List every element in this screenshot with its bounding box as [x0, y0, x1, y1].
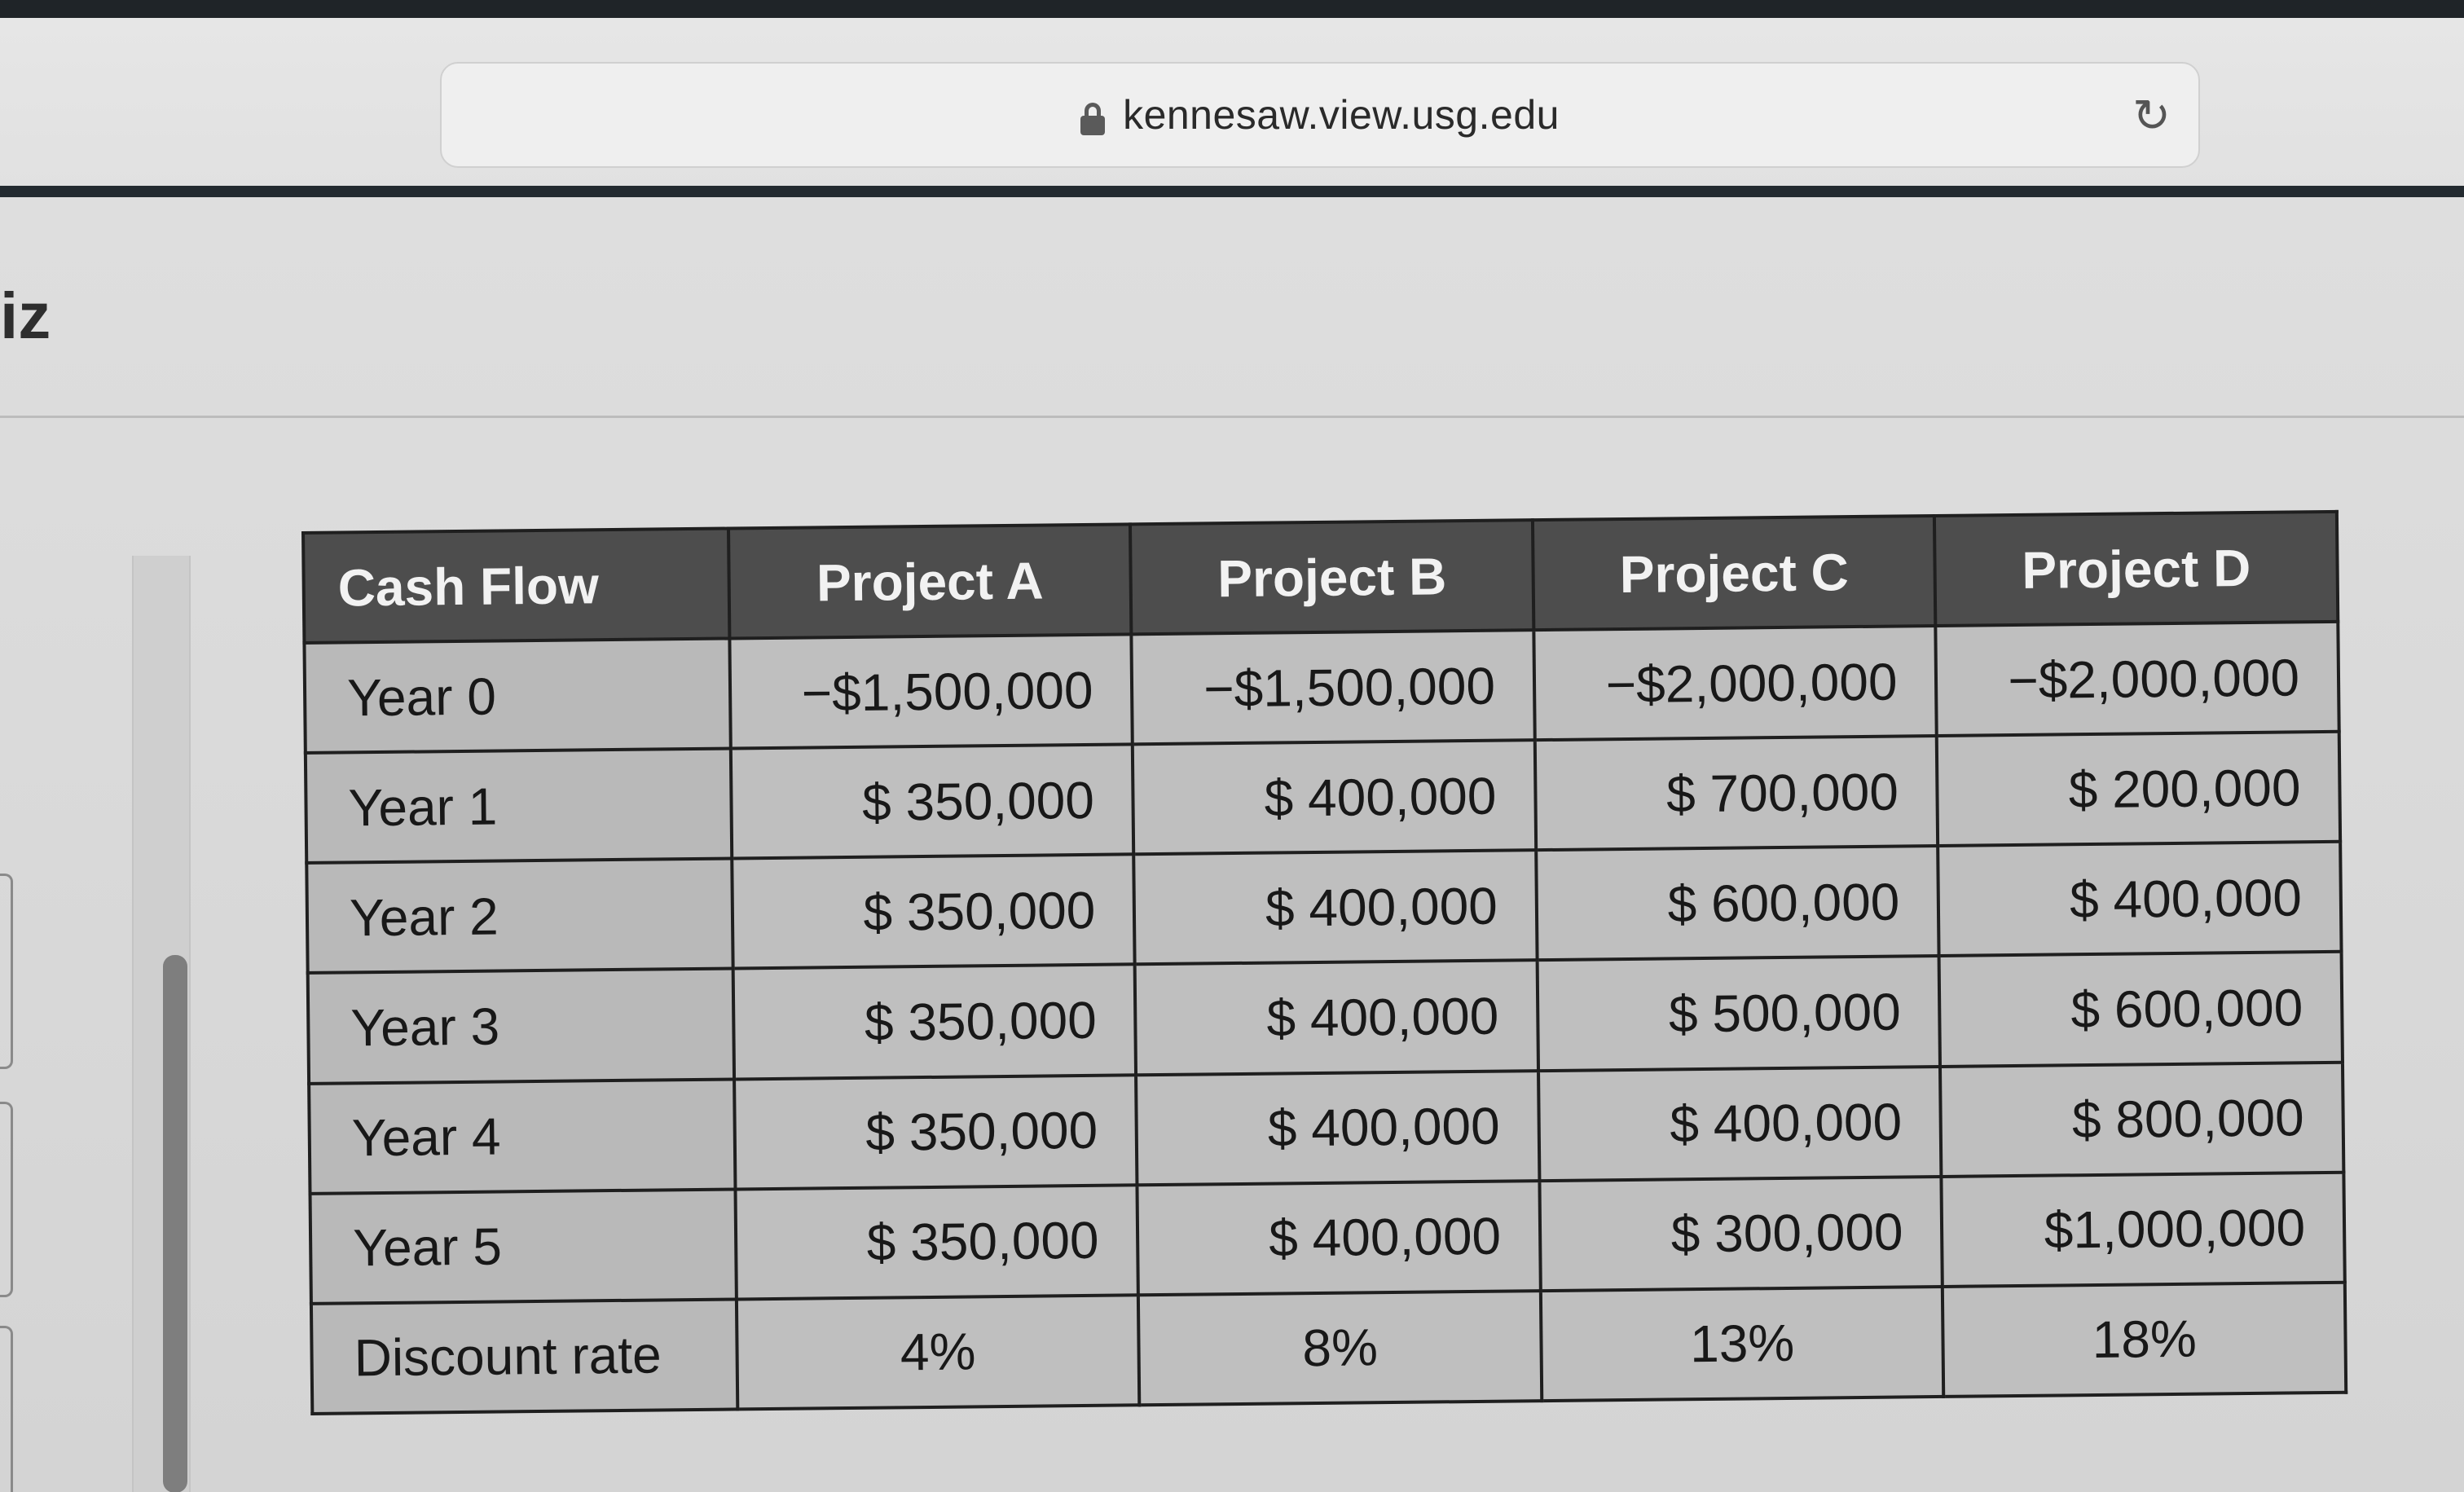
table-cell: $ 400,000: [1134, 960, 1538, 1075]
table-row: Year 0 −$1,500,000 −$1,500,000 −$2,000,0…: [304, 621, 2339, 754]
page-title: iz: [0, 279, 51, 352]
row-label: Year 5: [310, 1189, 737, 1304]
address-bar[interactable]: kennesaw.view.usg.edu ↻: [440, 62, 2200, 168]
table-cell: −$2,000,000: [1533, 626, 1938, 741]
cash-flow-table-wrapper: Cash Flow Project A Project B Project C …: [301, 509, 2348, 1415]
row-label: Year 4: [309, 1079, 736, 1194]
table-header-row: Cash Flow Project A Project B Project C …: [303, 511, 2339, 643]
table-row: Year 1 $ 350,000 $ 400,000 $ 700,000 $ 2…: [305, 731, 2341, 864]
side-panel-tab[interactable]: [0, 874, 13, 1069]
table-cell: −$1,500,000: [729, 634, 1133, 749]
header-project-c: Project C: [1532, 516, 1936, 631]
url-text: kennesaw.view.usg.edu: [1123, 92, 1560, 138]
table-cell: $ 350,000: [735, 1185, 1139, 1300]
table-cell: $ 400,000: [1133, 850, 1538, 965]
table-row: Year 5 $ 350,000 $ 400,000 $ 300,000 $1,…: [310, 1172, 2345, 1304]
row-label: Year 2: [306, 858, 733, 974]
lock-icon: [1080, 103, 1106, 135]
page-content: iz Cash Flow Project A Project B Project…: [0, 197, 2464, 1492]
table-cell: $ 350,000: [733, 1074, 1137, 1190]
table-cell: −$1,500,000: [1131, 630, 1535, 745]
table-cell: $ 700,000: [1534, 736, 1938, 851]
header-project-b: Project B: [1130, 520, 1534, 635]
table-cell: 8%: [1138, 1290, 1542, 1406]
table-cell: $ 350,000: [733, 964, 1137, 1080]
table-cell: $ 800,000: [1940, 1062, 2344, 1177]
table-row: Discount rate 4% 8% 13% 18%: [310, 1282, 2347, 1414]
table-cell: $1,000,000: [1941, 1172, 2345, 1287]
table-cell: $ 500,000: [1537, 956, 1941, 1071]
table-cell: $ 350,000: [732, 854, 1135, 969]
screen-bezel: [0, 0, 2464, 18]
table-cell: $ 350,000: [730, 744, 1134, 859]
row-label: Year 3: [307, 968, 734, 1084]
table-cell: $ 300,000: [1539, 1176, 1943, 1291]
header-cash-flow: Cash Flow: [303, 528, 730, 643]
header-project-d: Project D: [1934, 511, 2339, 627]
header-project-a: Project A: [728, 524, 1132, 639]
table-row: Year 4 $ 350,000 $ 400,000 $ 400,000 $ 8…: [309, 1062, 2344, 1194]
row-label: Year 0: [304, 638, 731, 754]
table-cell: −$2,000,000: [1935, 621, 2339, 737]
table-cell: 13%: [1540, 1286, 1944, 1402]
table-cell: $ 400,000: [1938, 842, 2342, 957]
toolbar-divider: [0, 186, 2464, 197]
table-cell: $ 400,000: [1133, 740, 1537, 855]
table-cell: $ 200,000: [1937, 731, 2341, 847]
scrollbar-thumb[interactable]: [163, 955, 187, 1492]
side-panel-tab[interactable]: [0, 1326, 13, 1492]
table-cell: 18%: [1943, 1282, 2347, 1397]
table-row: Year 3 $ 350,000 $ 400,000 $ 500,000 $ 6…: [307, 952, 2343, 1084]
table-cell: 4%: [736, 1295, 1140, 1410]
title-divider: [0, 416, 2464, 418]
table-cell: $ 400,000: [1137, 1180, 1541, 1296]
row-label: Year 1: [305, 748, 733, 864]
table-row: Year 2 $ 350,000 $ 400,000 $ 600,000 $ 4…: [306, 842, 2342, 974]
browser-toolbar: kennesaw.view.usg.edu ↻: [0, 18, 2464, 189]
table-cell: $ 600,000: [1938, 952, 2343, 1067]
table-cell: $ 600,000: [1536, 846, 1939, 961]
row-label: Discount rate: [310, 1299, 738, 1414]
table-cell: $ 400,000: [1136, 1070, 1540, 1186]
side-panel-tab[interactable]: [0, 1102, 13, 1297]
cash-flow-table: Cash Flow Project A Project B Project C …: [301, 509, 2348, 1415]
reload-icon[interactable]: ↻: [2132, 90, 2171, 141]
table-cell: $ 400,000: [1538, 1066, 1942, 1181]
